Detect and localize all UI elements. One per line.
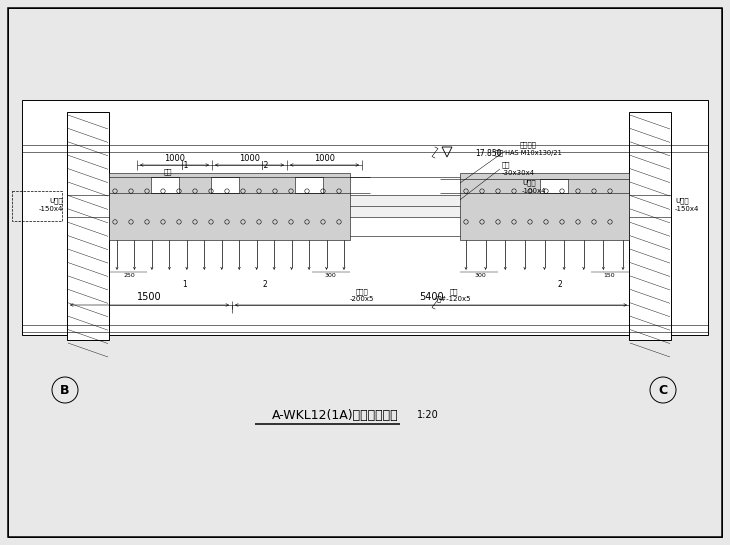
Bar: [629, 112, 671, 340]
Text: 1000: 1000: [314, 154, 335, 162]
Text: U型箍: U型箍: [675, 198, 688, 204]
Text: A-WKL12(1A)粘锂加固图一: A-WKL12(1A)粘锂加固图一: [272, 409, 399, 421]
Text: 加固板: 加固板: [356, 289, 369, 295]
Text: 2: 2: [263, 280, 267, 288]
Bar: [211, 177, 239, 193]
Text: 1:20: 1:20: [417, 410, 439, 420]
Text: C: C: [658, 384, 667, 397]
Text: 两#-120x5: 两#-120x5: [437, 296, 472, 302]
Text: 1000: 1000: [164, 154, 185, 162]
Text: -30x30x4: -30x30x4: [502, 170, 535, 176]
Text: 化学锡栓: 化学锡栓: [520, 142, 537, 148]
Text: 2: 2: [558, 280, 562, 288]
Text: 17.850: 17.850: [475, 148, 502, 158]
Bar: [109, 195, 629, 217]
Text: -150x4: -150x4: [675, 206, 699, 212]
Text: 250: 250: [123, 272, 135, 277]
Bar: [540, 179, 568, 193]
Bar: [460, 173, 629, 240]
Bar: [22, 100, 708, 335]
Text: -200x5: -200x5: [350, 296, 374, 302]
Text: 5400: 5400: [419, 292, 443, 302]
Text: 300: 300: [474, 272, 486, 277]
Text: 150: 150: [603, 272, 615, 277]
Text: 1: 1: [182, 280, 188, 288]
Text: |2: |2: [261, 160, 269, 169]
Text: 螺欃 HAS M10x130/21: 螺欃 HAS M10x130/21: [495, 150, 561, 156]
Text: 1000: 1000: [239, 154, 260, 162]
Text: -150x4: -150x4: [39, 206, 63, 212]
Bar: [295, 177, 323, 193]
Text: 锂板: 锂板: [450, 289, 458, 295]
Text: 1500: 1500: [137, 292, 162, 302]
Text: U型箍: U型箍: [50, 198, 63, 204]
Text: |1: |1: [181, 160, 188, 169]
Text: -100x4: -100x4: [522, 188, 547, 194]
Bar: [109, 173, 350, 240]
Bar: [67, 112, 109, 340]
Text: 300: 300: [324, 272, 336, 277]
Bar: [12, 191, 62, 221]
Text: U型箍: U型箍: [522, 180, 536, 186]
Text: B: B: [61, 384, 70, 397]
Text: 锂板: 锂板: [502, 162, 510, 168]
Bar: [151, 177, 179, 193]
Text: 大磁: 大磁: [164, 169, 172, 175]
